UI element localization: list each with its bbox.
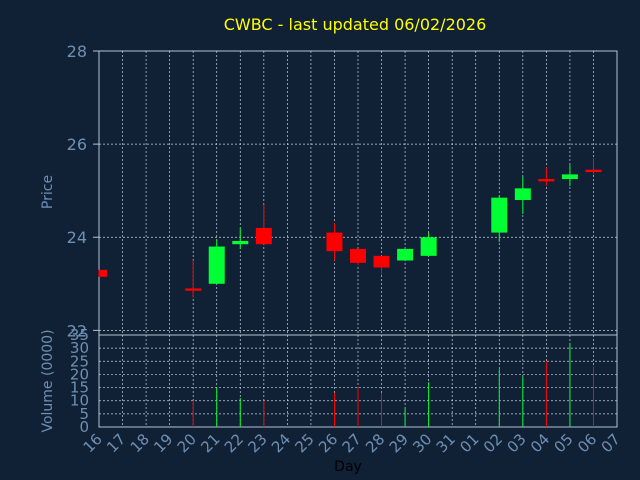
price-tick-label: 26 (67, 135, 87, 154)
candle-body (514, 188, 531, 200)
chart-title: CWBC - last updated 06/02/2026 (224, 15, 487, 34)
candle-body (232, 240, 249, 245)
candle-body (326, 232, 343, 252)
price-panel: 22 24 26 28 Price (40, 42, 618, 340)
x-tick-label: 22 (221, 430, 247, 456)
candle-body (561, 174, 578, 180)
price-tick-label: 28 (67, 42, 87, 61)
price-gridlines (99, 51, 617, 335)
candle-body (255, 227, 272, 245)
candle-body (373, 255, 390, 268)
candle-body (585, 169, 602, 173)
x-tick-label: 20 (174, 430, 200, 456)
price-tick-label: 22 (67, 321, 87, 340)
x-tick-label: 23 (244, 430, 270, 456)
x-tick-label: 24 (268, 430, 294, 456)
x-tick-label: 17 (103, 430, 129, 456)
x-tick-label: 25 (292, 430, 318, 456)
volume-tick-label: 30 (70, 339, 89, 357)
volume-tick-label: 0 (79, 418, 89, 436)
x-tick-label: 27 (339, 430, 365, 456)
x-tick-label: 07 (598, 430, 624, 456)
volume-tick-label: 35 (70, 326, 89, 344)
x-tick-label: 06 (574, 430, 600, 456)
candle-body (99, 269, 107, 277)
candle-body (538, 179, 555, 182)
volume-axis-label: Volume (0000) (40, 329, 56, 432)
volume-tick-label: 5 (79, 405, 89, 423)
x-tick-label: 03 (503, 430, 529, 456)
candle-body (350, 248, 366, 263)
volume-tick-label: 25 (70, 352, 89, 370)
price-y-tick-labels: 22 24 26 28 (67, 42, 99, 340)
x-tick-label: 31 (433, 430, 459, 456)
x-tick-label: 26 (315, 430, 341, 456)
volume-bars (192, 342, 594, 427)
x-tick-labels: 1617181920212223242526272829303101020304… (80, 430, 624, 456)
candle-body (208, 246, 225, 284)
candle-body (397, 248, 414, 261)
x-tick-label: 18 (127, 430, 153, 456)
candle-body (420, 237, 437, 256)
volume-tick-label: 20 (70, 365, 89, 383)
x-tick-label: 29 (386, 430, 412, 456)
candle-body (185, 288, 202, 291)
volume-tick-label: 15 (70, 379, 89, 397)
candle-body (491, 197, 508, 233)
candles (98, 158, 602, 298)
price-tick-label: 24 (67, 228, 87, 247)
x-tick-label: 01 (456, 430, 482, 456)
x-tick-label: 21 (197, 430, 223, 456)
x-tick-label: 02 (480, 430, 506, 456)
x-axis-label: Day (334, 459, 362, 475)
x-tick-label: 19 (150, 430, 176, 456)
price-axis-label: Price (40, 175, 56, 209)
x-tick-label: 05 (551, 430, 577, 456)
volume-tick-label: 10 (70, 392, 89, 410)
x-tick-label: 28 (362, 430, 388, 456)
x-tick-label: 04 (527, 430, 553, 456)
x-tick-label: 30 (409, 430, 435, 456)
